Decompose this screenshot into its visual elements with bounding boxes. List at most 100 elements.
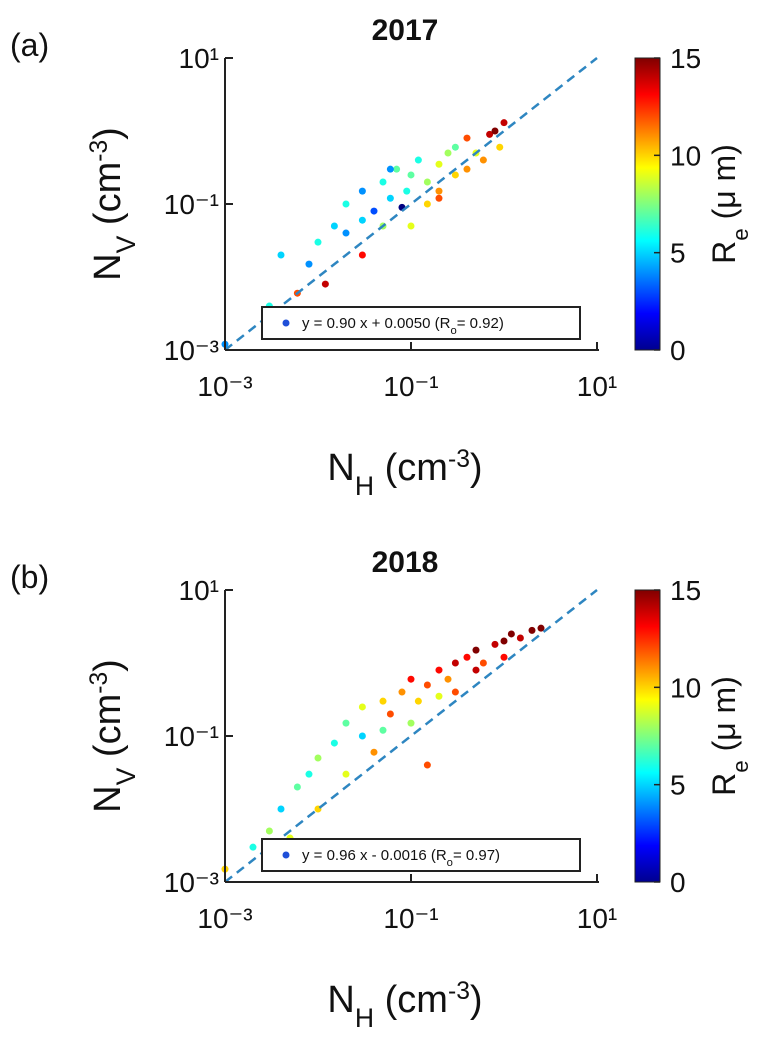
point: [342, 770, 350, 778]
legend-text-sub: o: [450, 325, 456, 337]
point: [435, 692, 443, 700]
y-tick-label: 10⁻¹: [164, 189, 219, 220]
point: [423, 761, 431, 769]
colorbar-label: Re (μ m): [706, 676, 753, 796]
legend-text-end: = 0.92): [457, 315, 504, 332]
legend-text-main: y = 0.96 x - 0.0016 (R: [302, 847, 447, 864]
point: [463, 134, 471, 142]
colorbar-tick-label: 5: [670, 770, 686, 801]
xlabel-main: N: [327, 979, 354, 1021]
point: [472, 646, 480, 654]
colorbar-tick-label: 10: [670, 672, 701, 703]
point: [358, 703, 366, 711]
point: [403, 187, 411, 195]
point: [451, 688, 459, 696]
y-tick-label: 10¹: [179, 43, 219, 74]
ylabel-sub: V: [111, 235, 141, 253]
xlabel-sub: H: [355, 471, 374, 501]
xlabel-main: N: [327, 447, 354, 489]
point: [423, 200, 431, 208]
point: [398, 688, 406, 696]
legend-text-main: y = 0.90 x + 0.0050 (R: [302, 315, 451, 332]
point: [423, 178, 431, 186]
point: [423, 681, 431, 689]
point: [386, 165, 394, 173]
colorbar-tick-label: 5: [670, 238, 686, 269]
point: [314, 754, 322, 762]
legend-text: y = 0.90 x + 0.0050 (Ro= 0.92): [302, 315, 504, 337]
point: [479, 659, 487, 667]
x-tick-label: 10⁻³: [197, 903, 252, 934]
colorbar-label-sub: e: [728, 760, 753, 772]
legend-box: [261, 838, 581, 872]
xlabel-end: ): [470, 447, 483, 489]
point: [314, 238, 322, 246]
point: [393, 165, 401, 173]
colorbar-label-sub: e: [728, 228, 753, 240]
point: [321, 280, 329, 288]
legend-marker: [282, 851, 290, 859]
ylabel-rest: (cm: [87, 694, 129, 768]
colorbar-label-rest: (μ m): [706, 676, 742, 760]
x-tick-label: 10¹: [577, 903, 617, 934]
point: [407, 719, 415, 727]
colorbar-tick-label: 0: [670, 867, 686, 898]
x-tick-label: 10¹: [577, 371, 617, 402]
point: [342, 229, 350, 237]
point: [500, 119, 508, 127]
point: [414, 697, 422, 705]
ylabel-main: N: [87, 253, 129, 280]
colorbar-label: Re (μ m): [706, 144, 753, 264]
point: [342, 200, 350, 208]
x-tick-label: 10⁻³: [197, 371, 252, 402]
point: [386, 710, 394, 718]
point: [277, 805, 285, 813]
colorbar-label-main: R: [706, 241, 742, 264]
point: [407, 675, 415, 683]
colorbar-label-rest: (μ m): [706, 144, 742, 228]
legend-box: [261, 306, 581, 340]
y-tick-label: 10⁻¹: [164, 721, 219, 752]
point: [379, 726, 387, 734]
point: [305, 260, 313, 268]
y-tick-label: 10¹: [179, 575, 219, 606]
point: [379, 178, 387, 186]
point: [500, 637, 508, 645]
point: [444, 149, 452, 157]
point: [330, 222, 338, 230]
point: [491, 640, 499, 648]
legend-text-sub: o: [447, 857, 453, 869]
xlabel: NH (cm-3): [327, 446, 482, 502]
point: [379, 697, 387, 705]
colorbar-tick-label: 15: [670, 43, 701, 74]
point: [444, 675, 452, 683]
xlabel-sub: H: [355, 1003, 374, 1033]
xlabel: NH (cm-3): [327, 978, 482, 1034]
legend-marker: [282, 319, 290, 327]
point: [435, 187, 443, 195]
point: [486, 130, 494, 138]
point: [305, 770, 313, 778]
point: [330, 739, 338, 747]
colorbar-tick-label: 0: [670, 335, 686, 366]
x-tick-label: 10⁻¹: [383, 371, 438, 402]
legend-text-end: = 0.97): [453, 847, 500, 864]
point: [386, 194, 394, 202]
xlabel-end: ): [470, 979, 483, 1021]
ylabel-main: N: [87, 785, 129, 812]
panel-label: (b): [10, 559, 49, 595]
colorbar-label-main: R: [706, 773, 742, 796]
ylabel-end: ): [87, 659, 129, 672]
point: [249, 843, 257, 851]
point: [342, 719, 350, 727]
fit-line: [224, 589, 598, 883]
point: [435, 666, 443, 674]
point: [435, 160, 443, 168]
fit-line: [224, 57, 598, 351]
point: [479, 156, 487, 164]
point: [496, 143, 504, 151]
point: [370, 748, 378, 756]
